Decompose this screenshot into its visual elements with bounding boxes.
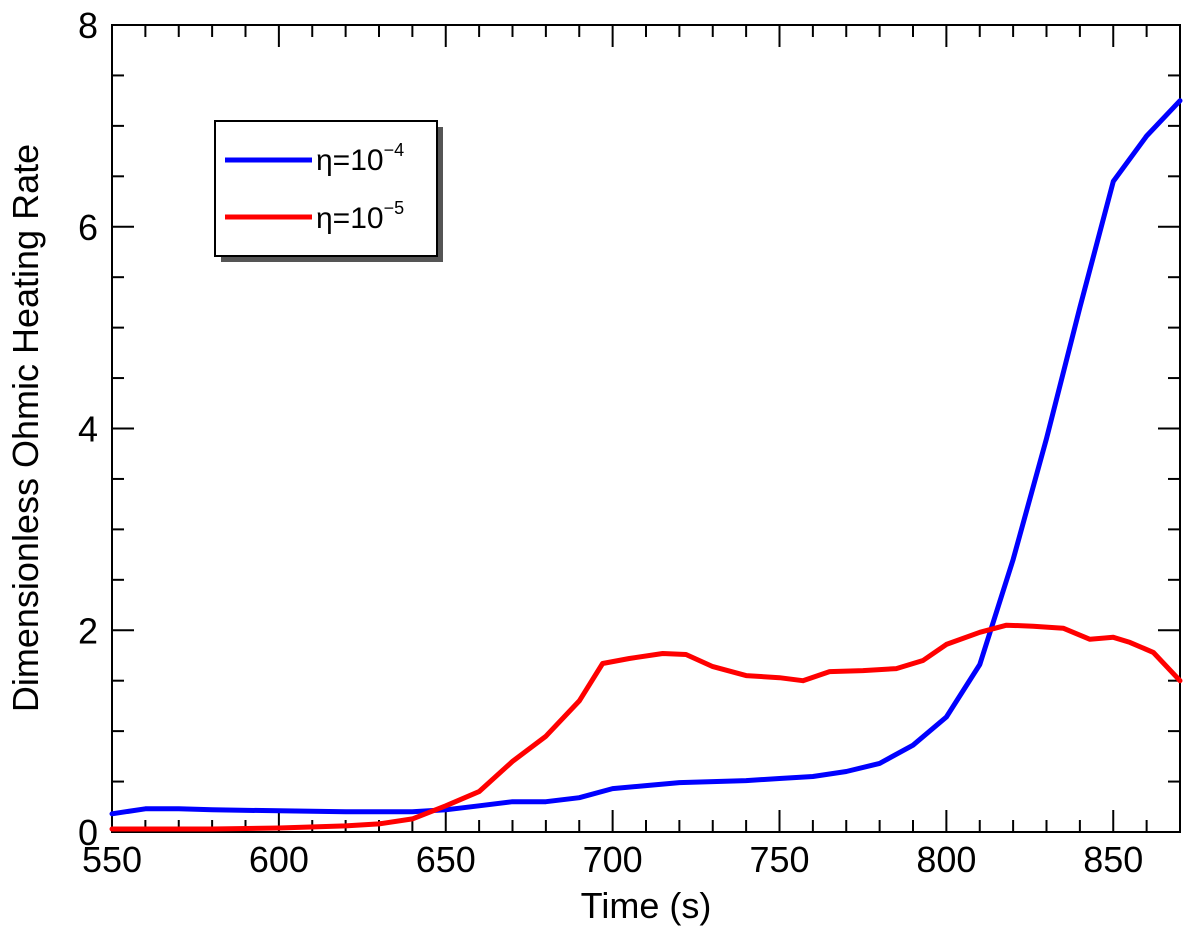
- x-axis-label: Time (s): [581, 885, 712, 926]
- series-lines: [109, 98, 1183, 832]
- y-tick-label: 2: [78, 610, 98, 651]
- legend-entry-blue-exponent: −4: [384, 140, 405, 160]
- y-tick-label: 8: [78, 5, 98, 46]
- legend-box: [214, 120, 438, 257]
- legend: η=10−4 η=10−5: [214, 120, 443, 262]
- series-line-red: [109, 622, 1183, 832]
- x-tick-label: 650: [416, 839, 476, 880]
- y-tick-label: 6: [78, 207, 98, 248]
- x-tick-label: 850: [1083, 839, 1143, 880]
- tick-labels: 550 600 650 700 750 800 850 0 2 4 6 8: [78, 5, 1143, 880]
- legend-entry-red: η=10−5: [316, 198, 404, 235]
- x-tick-label: 600: [249, 839, 309, 880]
- y-axis-label: Dimensionless Ohmic Heating Rate: [5, 144, 46, 712]
- x-tick-label: 750: [749, 839, 809, 880]
- legend-entry-red-exponent: −5: [384, 198, 405, 218]
- y-tick-label: 4: [78, 409, 98, 450]
- legend-entry-red-prefix: η=10: [316, 202, 384, 235]
- series-line-blue: [109, 98, 1183, 817]
- legend-entry-blue: η=10−4: [316, 140, 404, 177]
- x-tick-label: 800: [916, 839, 976, 880]
- x-tick-label: 550: [82, 839, 142, 880]
- legend-entry-blue-prefix: η=10: [316, 144, 384, 177]
- x-tick-label: 700: [583, 839, 643, 880]
- y-tick-label: 0: [78, 812, 98, 853]
